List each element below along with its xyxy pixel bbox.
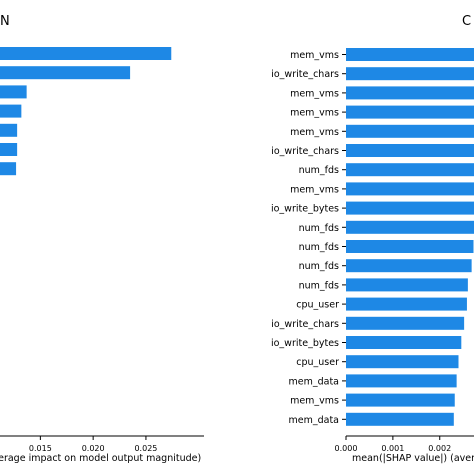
right-y-tick-label: num_fds [299, 165, 339, 176]
right-x-axis-label: mean(|SHAP value|) (average impact on mo… [352, 453, 474, 464]
right-chart-panel: C mem_vmsio_write_charsmem_vmsmem_vmsmem… [271, 14, 474, 464]
left-bar [0, 104, 22, 118]
left-bar [0, 123, 18, 137]
left-bar [0, 162, 17, 176]
right-y-tick-label: mem_vms [290, 50, 339, 61]
right-y-tick-label: mem_vms [290, 127, 339, 138]
right-y-tick-label: io_write_chars [271, 319, 339, 330]
right-bar [346, 278, 468, 292]
right-bar [346, 86, 474, 100]
right-y-tick-label: mem_vms [290, 396, 339, 407]
left-bar [0, 47, 172, 60]
right-bar [346, 259, 472, 273]
left-x-ticks: 0.015 0.020 0.025 [29, 436, 157, 453]
right-y-tick-label: io_write_bytes [271, 338, 339, 349]
right-y-tick-label: num_fds [299, 280, 339, 291]
right-y-tick-label: io_write_chars [271, 146, 339, 157]
right-y-tick-label: mem_data [288, 376, 339, 387]
left-bars [0, 47, 172, 176]
right-bar [346, 412, 454, 426]
left-bar [0, 143, 18, 156]
right-y-tick-label: cpu_user [296, 357, 339, 368]
right-bar [346, 182, 474, 196]
right-y-tick-label: mem_data [288, 415, 339, 426]
right-bars [346, 48, 474, 426]
left-x-axis-label: mean(|SHAP value|) (average impact on mo… [0, 453, 201, 464]
right-y-tick-label: num_fds [299, 261, 339, 272]
right-y-tick-label: cpu_user [296, 300, 339, 311]
left-x-tick-label: 0.020 [82, 444, 105, 453]
right-bar [346, 297, 467, 311]
right-bar [346, 48, 474, 61]
right-y-tick-label: mem_vms [290, 184, 339, 195]
left-chart-title: N [0, 14, 10, 29]
right-bar [346, 163, 474, 177]
right-bar [346, 393, 455, 407]
right-bar [346, 67, 474, 81]
right-x-ticks: 0.000 0.001 0.002 [335, 436, 451, 453]
right-chart-title: C [462, 14, 471, 29]
right-y-tick-label: io_write_bytes [271, 204, 339, 215]
right-bar [346, 124, 474, 138]
right-y-tick-label: mem_vms [290, 108, 339, 119]
right-y-tick-label: num_fds [299, 242, 339, 253]
right-y-labels: mem_vms io_write_chars mem_vms mem_vms mem_v… [271, 50, 346, 426]
right-bar [346, 144, 474, 157]
left-x-tick-label: 0.015 [29, 444, 52, 453]
left-bar [0, 85, 27, 99]
right-bar [346, 336, 462, 349]
right-y-tick-label: io_write_chars [271, 69, 339, 80]
right-bar [346, 374, 457, 388]
left-x-tick-label: 0.025 [134, 444, 157, 453]
right-y-tick-label: num_fds [299, 223, 339, 234]
right-x-tick-label: 0.002 [428, 444, 451, 453]
right-bar [346, 201, 474, 215]
left-chart-panel: N 0.015 0.020 0.025 mean(|SHAP value|) (av… [0, 14, 204, 464]
right-bar [346, 316, 465, 330]
right-x-tick-label: 0.000 [335, 444, 358, 453]
right-x-tick-label: 0.001 [381, 444, 404, 453]
right-y-tick-label: mem_vms [290, 88, 339, 99]
right-bar [346, 240, 474, 253]
right-bar [346, 355, 459, 369]
right-bar [346, 105, 474, 119]
left-bar [0, 66, 131, 80]
right-bar [346, 220, 474, 234]
